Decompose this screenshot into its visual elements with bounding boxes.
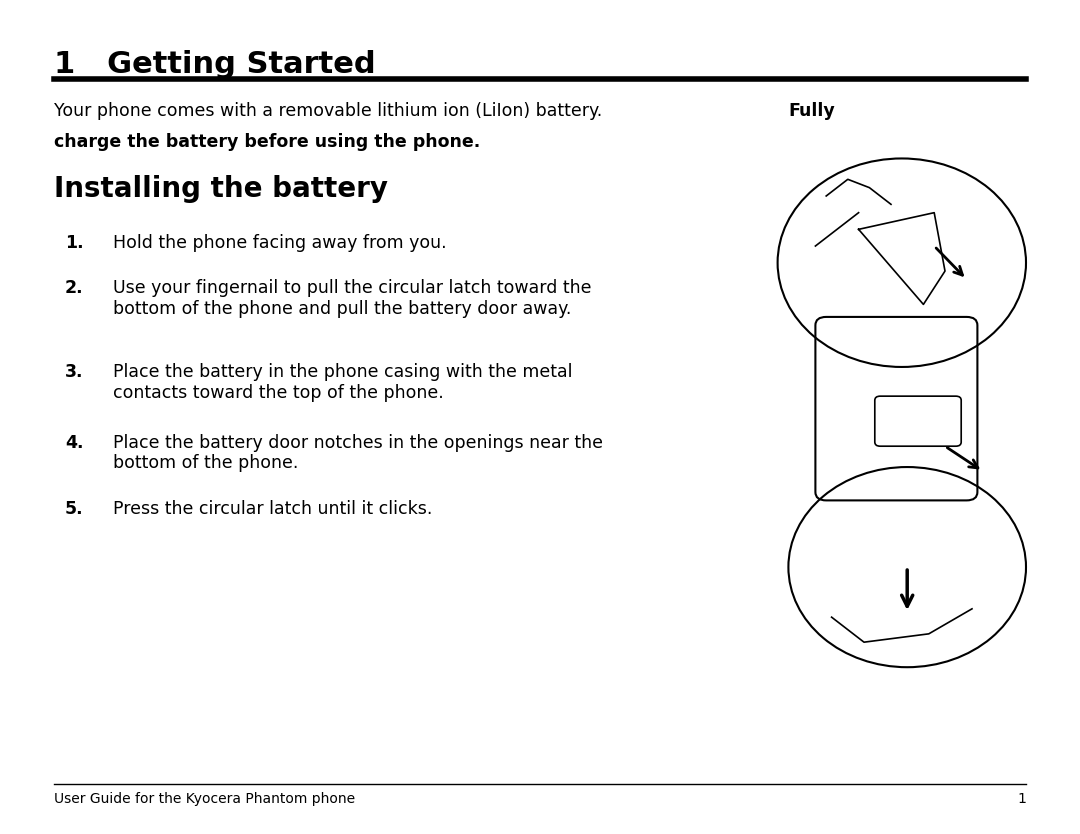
Text: User Guide for the Kyocera Phantom phone: User Guide for the Kyocera Phantom phone — [54, 792, 355, 806]
Text: Place the battery door notches in the openings near the
bottom of the phone.: Place the battery door notches in the op… — [113, 434, 604, 473]
Text: Your phone comes with a removable lithium ion (LiIon) battery.: Your phone comes with a removable lithiu… — [54, 102, 608, 120]
Text: Place the battery in the phone casing with the metal
contacts toward the top of : Place the battery in the phone casing wi… — [113, 363, 572, 402]
Text: 1: 1 — [1017, 792, 1026, 806]
Text: 5.: 5. — [65, 500, 83, 519]
Text: charge the battery before using the phone.: charge the battery before using the phon… — [54, 133, 481, 152]
Text: Fully: Fully — [788, 102, 836, 120]
Text: Installing the battery: Installing the battery — [54, 175, 388, 203]
Text: Hold the phone facing away from you.: Hold the phone facing away from you. — [113, 234, 447, 252]
Text: 3.: 3. — [65, 363, 83, 381]
Text: 2.: 2. — [65, 279, 83, 298]
Text: 1   Getting Started: 1 Getting Started — [54, 50, 376, 79]
Text: 4.: 4. — [65, 434, 83, 452]
Text: Use your fingernail to pull the circular latch toward the
bottom of the phone an: Use your fingernail to pull the circular… — [113, 279, 592, 319]
Text: Press the circular latch until it clicks.: Press the circular latch until it clicks… — [113, 500, 433, 519]
Text: 1.: 1. — [65, 234, 83, 252]
